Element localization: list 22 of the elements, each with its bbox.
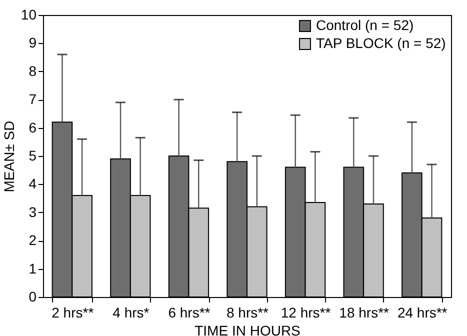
y-axis-title: MEAN± SD bbox=[0, 120, 17, 192]
x-tick-label: 24 hrs** bbox=[397, 304, 448, 320]
legend-label: TAP BLOCK (n = 52) bbox=[316, 35, 446, 51]
x-tick-label: 12 hrs** bbox=[280, 304, 332, 320]
x-tick-label: 2 hrs** bbox=[52, 304, 94, 320]
y-tick-label: 4 bbox=[28, 176, 37, 192]
y-tick-label: 6 bbox=[28, 119, 37, 136]
x-tick-label: 6 hrs** bbox=[168, 304, 211, 320]
y-tick-label: 8 bbox=[28, 62, 37, 79]
y-tick-label: 5 bbox=[28, 148, 37, 164]
x-tick-label: 8 hrs** bbox=[226, 304, 270, 320]
y-tick-label: 7 bbox=[28, 91, 37, 108]
y-tick-label: 0 bbox=[28, 288, 37, 304]
y-tick-label: 10 bbox=[20, 6, 37, 22]
y-tick-label: 9 bbox=[28, 34, 37, 51]
x-axis-title: TIME IN HOURS bbox=[194, 322, 300, 336]
legend-label: Control (n = 52) bbox=[316, 17, 414, 33]
x-tick-label: 4 hrs* bbox=[112, 304, 150, 320]
y-tick-label: 2 bbox=[28, 232, 37, 248]
x-tick-label: 18 hrs** bbox=[339, 304, 390, 320]
y-tick-label: 1 bbox=[28, 260, 37, 276]
y-tick-label: 3 bbox=[28, 204, 37, 220]
